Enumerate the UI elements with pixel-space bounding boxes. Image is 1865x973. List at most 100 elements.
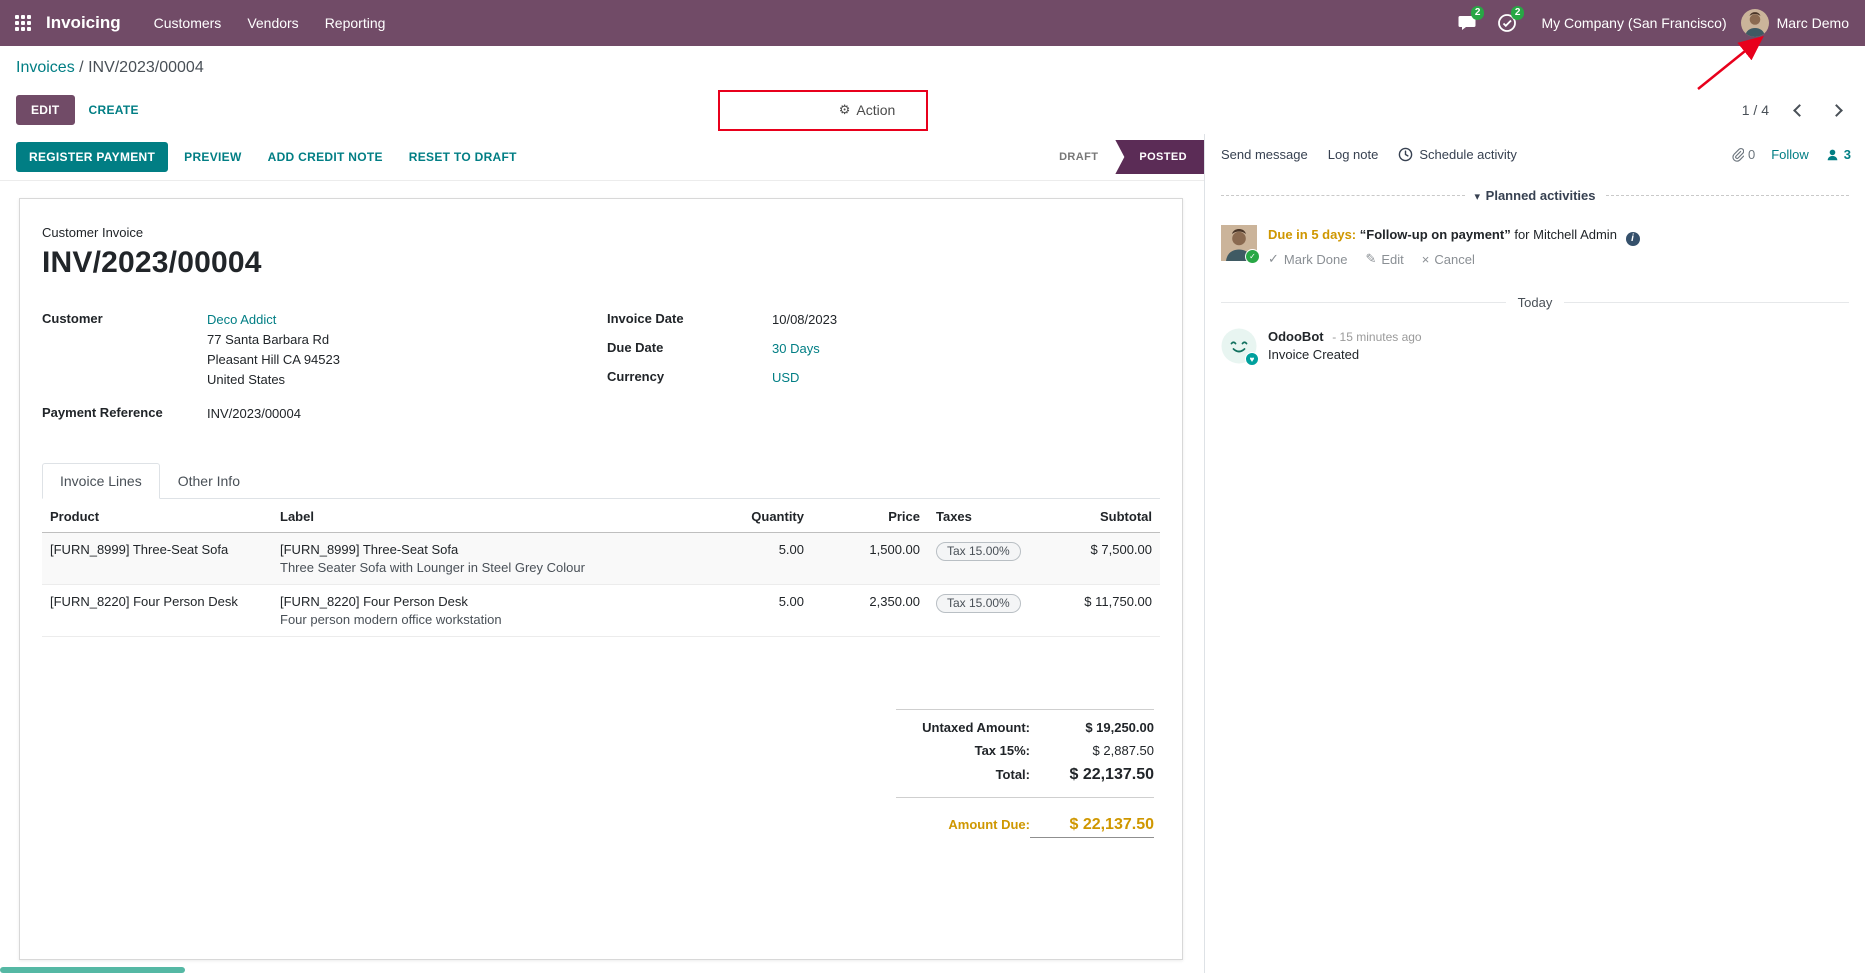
invoice-line-row[interactable]: [FURN_8220] Four Person Desk [FURN_8220]… — [42, 584, 1160, 637]
chevron-left-icon — [1793, 103, 1806, 117]
due-date-value[interactable]: 30 Days — [772, 341, 820, 357]
action-menu-button[interactable]: ⚙ Action — [839, 102, 896, 118]
menu-reporting[interactable]: Reporting — [324, 15, 386, 31]
message-author[interactable]: OdooBot — [1268, 329, 1324, 344]
total-value: $ 22,137.50 — [1069, 765, 1154, 783]
pager-next-button[interactable] — [1827, 99, 1849, 121]
activity-type-badge-icon: ✓ — [1245, 249, 1260, 264]
breadcrumb: Invoices / INV/2023/00004 — [0, 46, 1865, 86]
control-panel: EDIT CREATE ⚙ Action 1 / 4 — [0, 86, 1865, 134]
status-widget: DRAFT POSTED — [1042, 134, 1204, 180]
followers-icon — [1827, 149, 1838, 160]
invoice-line-row[interactable]: [FURN_8999] Three-Seat Sofa [FURN_8999] … — [42, 532, 1160, 585]
line-quantity: 5.00 — [692, 584, 812, 637]
line-description: Four person modern office workstation — [280, 611, 502, 627]
breadcrumb-invoices[interactable]: Invoices — [16, 59, 75, 76]
register-payment-button[interactable]: REGISTER PAYMENT — [16, 142, 169, 172]
planned-activities-title: Planned activities — [1485, 188, 1596, 203]
attachments-button[interactable]: 0 — [1730, 147, 1755, 162]
col-header-label[interactable]: Label — [272, 498, 692, 533]
status-posted[interactable]: POSTED — [1115, 140, 1204, 174]
currency-value[interactable]: USD — [772, 370, 800, 386]
col-header-subtotal[interactable]: Subtotal — [1060, 498, 1160, 533]
line-label: [FURN_8999] Three-Seat Sofa — [280, 541, 459, 557]
untaxed-amount-label: Untaxed Amount: — [922, 719, 1030, 735]
customer-street: 77 Santa Barbara Rd — [207, 332, 330, 348]
activity-check-icon — [1498, 14, 1517, 32]
activities-badge: 2 — [1510, 6, 1525, 20]
messages-button[interactable]: 2 — [1447, 0, 1487, 46]
apps-menu-button[interactable] — [0, 0, 46, 46]
company-switcher[interactable]: My Company (San Francisco) — [1541, 15, 1727, 31]
followers-button[interactable]: 3 — [1825, 147, 1851, 162]
edit-activity-button[interactable]: ✎ Edit — [1365, 251, 1404, 267]
activities-button[interactable]: 2 — [1487, 0, 1527, 46]
tab-invoice-lines[interactable]: Invoice Lines — [42, 462, 160, 499]
send-message-button[interactable]: Send message — [1221, 147, 1308, 162]
invoice-lines-table: Product Label Quantity Price Taxes Subto… — [42, 498, 1160, 637]
user-menu[interactable]: Marc Demo — [1740, 9, 1849, 37]
gear-icon: ⚙ — [838, 102, 851, 117]
invoice-date-value: 10/08/2023 — [772, 312, 838, 327]
total-label: Total: — [995, 766, 1030, 782]
chatter-message: ♥ OdooBot - 15 minutes ago Invoice Creat… — [1205, 320, 1865, 372]
customer-city: Pleasant Hill CA 94523 — [207, 352, 340, 368]
payment-reference-label: Payment Reference — [42, 404, 163, 420]
invoice-name: INV/2023/00004 — [42, 246, 262, 279]
reset-to-draft-button[interactable]: RESET TO DRAFT — [399, 143, 527, 171]
schedule-activity-button[interactable]: Schedule activity — [1398, 147, 1517, 162]
preview-button[interactable]: PREVIEW — [174, 143, 251, 171]
menu-customers[interactable]: Customers — [153, 15, 222, 31]
chevron-right-icon — [1830, 103, 1843, 117]
line-description: Three Seater Sofa with Lounger in Steel … — [280, 559, 585, 575]
follow-button[interactable]: Follow — [1771, 147, 1809, 162]
add-credit-note-button[interactable]: ADD CREDIT NOTE — [258, 143, 393, 171]
top-navbar: Invoicing Customers Vendors Reporting 2 … — [0, 0, 1865, 46]
menu-vendors[interactable]: Vendors — [247, 15, 299, 31]
tab-other-info[interactable]: Other Info — [160, 463, 258, 499]
message-body: Invoice Created — [1268, 347, 1360, 362]
mark-done-button[interactable]: ✓ Mark Done — [1268, 251, 1348, 267]
breadcrumb-separator: / — [79, 59, 84, 76]
line-product: [FURN_8220] Four Person Desk — [42, 584, 272, 637]
customer-link[interactable]: Deco Addict — [207, 312, 277, 327]
caret-down-icon: ▾ — [1474, 191, 1481, 203]
col-header-taxes[interactable]: Taxes — [928, 498, 1060, 533]
activity-due-text: Due in 5 days: — [1268, 227, 1357, 242]
today-label: Today — [1517, 295, 1553, 310]
totals-separator — [896, 796, 1154, 798]
info-icon[interactable]: i — [1625, 232, 1640, 246]
messages-badge: 2 — [1470, 6, 1485, 20]
col-header-quantity[interactable]: Quantity — [692, 498, 812, 533]
horizontal-scrollbar-thumb[interactable] — [0, 967, 185, 973]
check-icon: ✓ — [1268, 251, 1279, 266]
chat-bubble-icon — [1458, 16, 1476, 30]
notebook-tabs: Invoice Lines Other Info — [42, 462, 1160, 499]
invoice-date-label: Invoice Date — [607, 311, 684, 326]
tax-badge: Tax 15.00% — [936, 593, 1021, 613]
cancel-activity-button[interactable]: × Cancel — [1421, 251, 1475, 267]
pager-previous-button[interactable] — [1787, 99, 1809, 121]
tax-badge: Tax 15.00% — [936, 541, 1021, 561]
breadcrumb-current: INV/2023/00004 — [88, 59, 204, 76]
pencil-icon: ✎ — [1365, 251, 1377, 266]
paperclip-icon — [1732, 147, 1744, 162]
cross-icon: × — [1421, 251, 1430, 267]
clock-icon — [1399, 147, 1413, 162]
col-header-product[interactable]: Product — [42, 498, 272, 533]
line-subtotal: $ 7,500.00 — [1060, 532, 1160, 585]
invoice-sheet: Customer Invoice INV/2023/00004 Customer… — [19, 198, 1183, 960]
col-header-price[interactable]: Price — [812, 498, 928, 533]
app-name[interactable]: Invoicing — [46, 13, 121, 32]
currency-label: Currency — [607, 369, 665, 385]
log-note-button[interactable]: Log note — [1327, 147, 1379, 162]
status-draft[interactable]: DRAFT — [1059, 151, 1099, 163]
create-button[interactable]: CREATE — [88, 103, 139, 117]
planned-activity-item: ✓ Due in 5 days: “Follow-up on payment” … — [1205, 215, 1865, 269]
totals-block: Untaxed Amount: $ 19,250.00 Tax 15%: $ 2… — [896, 708, 1154, 842]
line-label: [FURN_8220] Four Person Desk — [280, 593, 468, 609]
message-time: - 15 minutes ago — [1332, 330, 1422, 344]
invoice-type-label: Customer Invoice — [42, 225, 144, 240]
planned-activities-divider[interactable]: ▾ Planned activities — [1221, 188, 1849, 203]
edit-button[interactable]: EDIT — [16, 95, 75, 125]
